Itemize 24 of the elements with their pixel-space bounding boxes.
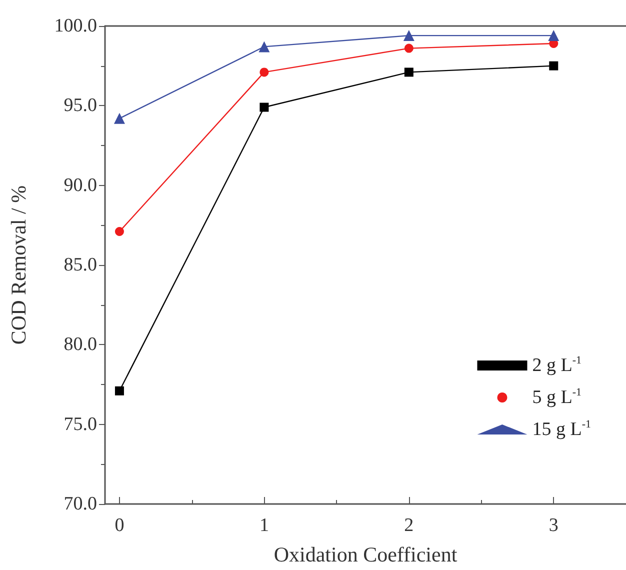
y-axis-title: COD Removal / % [6, 185, 30, 345]
point [260, 68, 269, 77]
x-tick-label: 1 [259, 515, 269, 536]
y-tick-label: 95.0 [64, 95, 97, 116]
y-tick-label: 90.0 [64, 174, 97, 196]
y-tick-label: 80.0 [64, 334, 97, 356]
point [549, 61, 558, 70]
point [258, 41, 270, 52]
point [404, 44, 414, 53]
x-axis-title: Oxidation Coefficient [274, 542, 458, 566]
point [548, 30, 560, 42]
point [114, 112, 125, 124]
y-tick-label: 70.0 [64, 494, 97, 514]
point [114, 386, 124, 396]
x-tick-label: 3 [548, 515, 558, 536]
y-tick-label: 85.0 [64, 254, 97, 276]
x-tick-label: 0 [114, 515, 124, 536]
point [404, 68, 414, 77]
y-tick-label: 100.0 [54, 16, 97, 36]
point [260, 102, 269, 112]
point [403, 30, 414, 42]
x-tick-label: 2 [404, 515, 414, 536]
point [114, 227, 124, 236]
y-tick-label: 75.0 [64, 414, 97, 435]
